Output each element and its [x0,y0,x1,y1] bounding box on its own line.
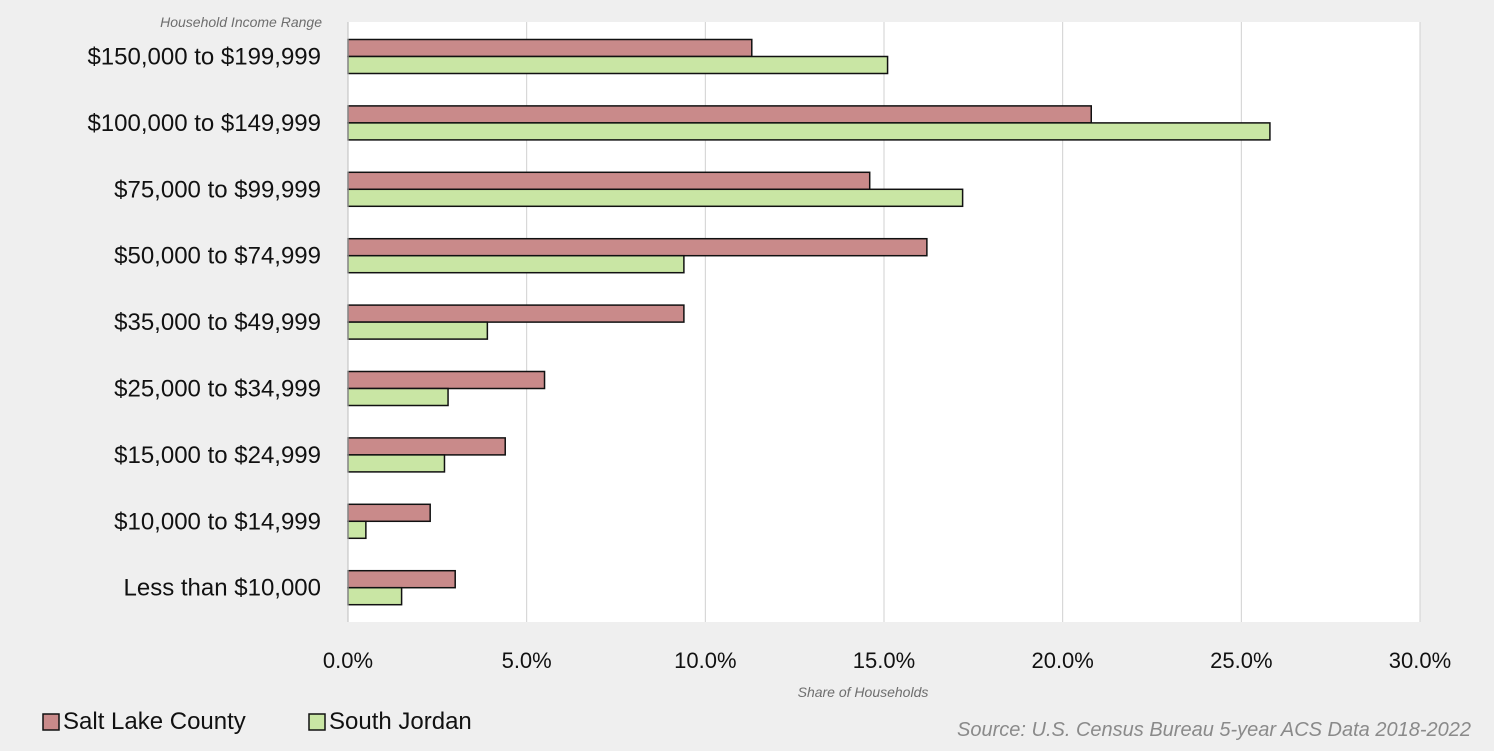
bar-salt-lake-county [347,304,685,323]
bar-salt-lake-county [347,437,506,456]
bar-south-jordan [347,321,489,340]
category-label: $75,000 to $99,999 [114,176,321,203]
category-label: $10,000 to $14,999 [114,508,321,535]
category-label: $150,000 to $199,999 [87,44,321,71]
legend-label-salt-lake-county: Salt Lake County [63,708,246,735]
bar-south-jordan [347,122,1271,141]
category-label: $25,000 to $34,999 [114,376,321,403]
category-label: $35,000 to $49,999 [114,309,321,336]
bar-salt-lake-county [347,171,871,191]
x-tick-label: 10.0% [674,648,736,673]
legend-swatch-south-jordan [308,713,326,731]
category-label: Less than $10,000 [124,575,322,602]
x-tick-label: 0.0% [323,648,373,673]
x-tick-labels: 0.0% 5.0% 10.0% 15.0% 20.0% 25.0% 30.0% [323,648,1451,673]
legend: Salt Lake County South Jordan [42,708,472,735]
bar-south-jordan [347,454,446,473]
x-tick-label: 5.0% [502,648,552,673]
legend-label-south-jordan: South Jordan [329,708,472,735]
x-tick-label: 15.0% [853,648,915,673]
bar-south-jordan [347,188,964,208]
bar-south-jordan [347,55,889,75]
x-tick-label: 25.0% [1210,648,1272,673]
source-note: Source: U.S. Census Bureau 5-year ACS Da… [957,719,1471,741]
bar-south-jordan [347,520,367,540]
category-labels: $150,000 to $199,999 $100,000 to $149,999… [87,44,321,602]
category-label: $100,000 to $149,999 [87,110,321,137]
category-label: $50,000 to $74,999 [114,243,321,270]
bar-salt-lake-county [347,370,546,390]
bar-south-jordan [347,586,403,606]
x-tick-label: 20.0% [1031,648,1093,673]
x-tick-label: 30.0% [1389,648,1451,673]
category-label: $15,000 to $24,999 [114,442,321,469]
bar-salt-lake-county [347,38,753,58]
x-axis-title: Share of Households [798,684,929,700]
bar-south-jordan [347,387,449,407]
bar-salt-lake-county [347,503,431,523]
bar-salt-lake-county [347,237,928,257]
bar-salt-lake-county [347,569,456,589]
legend-swatch-salt-lake-county [42,713,60,731]
bar-south-jordan [347,254,685,274]
y-axis-title: Household Income Range [160,14,322,30]
bar-salt-lake-county [347,105,1093,124]
